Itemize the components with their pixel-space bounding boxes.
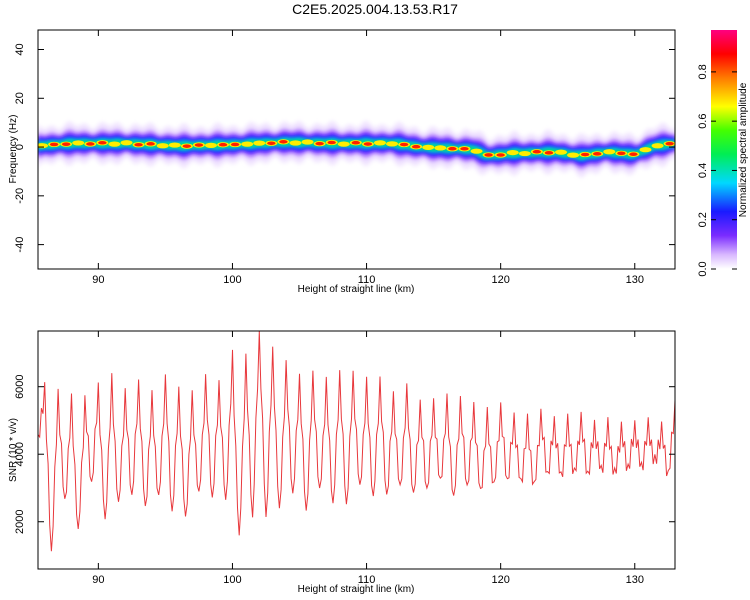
colorbar-gradient: [711, 30, 737, 269]
colorbar-tick-label: 0.2: [697, 212, 709, 227]
colorbar-tick-label: 0.4: [697, 163, 709, 178]
snr-x-axis-label: Height of straight line (km): [298, 584, 415, 595]
spectrogram-y-tick-label: -40: [14, 237, 26, 253]
snr-y-ticks: 2000 4000 6000: [14, 374, 675, 534]
ridge-peak: [230, 142, 240, 147]
snr-x-tick-label: 90: [92, 574, 104, 586]
snr-line: [38, 331, 675, 552]
ridge-peak: [496, 153, 505, 157]
spectrogram-y-tick-label: 40: [14, 43, 26, 55]
ridge-core: [434, 145, 447, 151]
ridge-peak: [134, 142, 143, 147]
ridge-peak: [544, 151, 554, 155]
snr-series: [38, 331, 675, 552]
snr-x-tick-label: 110: [358, 574, 376, 586]
snr-y-axis-label: SNR (10 * v/v): [8, 418, 19, 482]
ridge-peak: [182, 144, 192, 148]
ridge-core: [470, 148, 483, 154]
snr-y-tick-label: 2000: [14, 509, 26, 533]
ridge-core: [386, 141, 399, 147]
spectrogram-x-tick-label: 130: [626, 274, 644, 286]
ridge-peak: [61, 142, 71, 146]
ridge-core: [156, 143, 169, 149]
ridge-core: [567, 152, 580, 158]
ridge-core: [337, 141, 350, 147]
ridge-peak: [279, 139, 288, 144]
colorbar-tick-label: 0.8: [697, 64, 709, 79]
ridge-peak: [218, 142, 228, 147]
spectrogram-y-ticks: 40 20 0 -20 -40: [14, 43, 675, 253]
ridge-core: [506, 149, 519, 156]
snr-frame: [37, 330, 676, 570]
ridge-core: [289, 140, 302, 146]
ridge-peak: [484, 153, 493, 157]
spectral-ridge: [38, 120, 675, 178]
ridge-core: [555, 149, 568, 155]
ridge-core: [253, 140, 266, 146]
snr-y-tick-label: 4000: [14, 442, 26, 466]
ridge-peak: [194, 143, 204, 147]
ridge-core: [204, 142, 217, 148]
spectrogram-x-tick-label: 120: [491, 274, 509, 286]
ridge-core: [518, 150, 531, 157]
ridge-peak: [86, 142, 95, 146]
spectrogram-y-tick-label: 20: [14, 92, 26, 104]
ridge-peak: [315, 141, 324, 146]
ridge-peak: [532, 149, 542, 154]
ridge-peak: [448, 146, 457, 151]
snr-y-tick-label: 6000: [14, 374, 26, 398]
colorbar-tick-label: 0.0: [697, 261, 709, 276]
spectrogram-x-tick-label: 110: [358, 274, 376, 286]
colorbar: 0.0 0.2 0.4 0.6 0.8 Normalized spectral ampl…: [697, 30, 749, 277]
ridge-peak: [617, 151, 626, 156]
ridge-core: [639, 147, 652, 153]
spectrogram-x-ticks: 90 100 110 120 130: [92, 30, 644, 286]
snr-x-ticks: 90 100 110 120 130: [92, 331, 644, 586]
chart-title: C2E5.2025.004.13.53.R17: [292, 1, 458, 17]
ridge-peak: [267, 141, 276, 146]
spectrogram-frame: [37, 29, 676, 270]
snr-x-tick-label: 130: [626, 574, 644, 586]
spectrogram-x-axis-label: Height of straight line (km): [298, 284, 415, 295]
ridge-peak: [327, 140, 336, 145]
ridge-peak: [351, 140, 361, 145]
ridge-peak: [363, 142, 373, 146]
ridge-core: [373, 140, 386, 146]
ridge-core: [422, 144, 435, 150]
ridge-peak: [593, 152, 602, 156]
spectrogram-y-axis-label: Frequency (Hz): [8, 115, 19, 184]
ridge-core: [72, 140, 85, 146]
snr-x-tick-label: 100: [223, 574, 241, 586]
ridge-peak: [399, 142, 409, 147]
ridge-core: [168, 142, 181, 148]
snr-panel: 90 100 110 120 130 2000 4000 6000 Height of st…: [8, 330, 676, 595]
ridge-core: [108, 141, 121, 147]
spectrogram-y-tick-label: -20: [14, 188, 26, 204]
spectrogram-panel: 90 100 110 120 130 40 20 0 -20 -40 Height of str…: [8, 29, 676, 295]
ridge-peak: [411, 144, 421, 149]
ridge-core: [301, 139, 314, 145]
ridge-peak: [98, 140, 107, 145]
ridge-peak: [49, 142, 59, 147]
ridge-core: [120, 140, 133, 146]
spectrogram-y-tick-label: 0: [14, 144, 26, 150]
colorbar-tick-label: 0.6: [697, 114, 709, 129]
ridge-core: [241, 141, 254, 147]
ridge-core: [603, 149, 616, 155]
spectrogram-x-tick-label: 90: [92, 274, 104, 286]
spectrogram-x-tick-label: 100: [223, 274, 241, 286]
colorbar-label: Normalized spectral amplitude: [738, 82, 749, 217]
ridge-peak: [665, 141, 674, 146]
ridge-core: [651, 143, 664, 149]
ridge-peak: [580, 152, 590, 157]
snr-x-tick-label: 120: [491, 574, 509, 586]
ridge-peak: [146, 142, 155, 146]
ridge-peak: [460, 146, 469, 151]
ridge-peak: [629, 152, 638, 157]
colorbar-ticks: 0.0 0.2 0.4 0.6 0.8: [697, 64, 737, 277]
